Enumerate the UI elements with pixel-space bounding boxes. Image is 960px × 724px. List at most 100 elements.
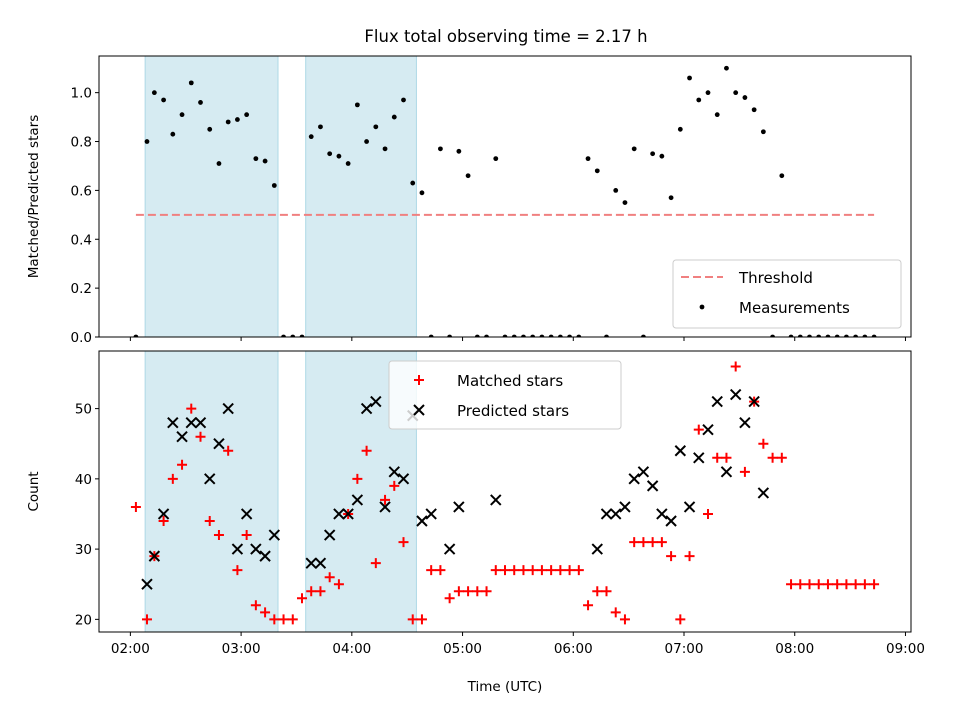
predicted-point xyxy=(185,416,197,429)
matched-point xyxy=(352,473,363,484)
measurement-point xyxy=(530,334,536,337)
matched-point xyxy=(204,516,215,527)
predicted-point xyxy=(333,508,345,520)
predicted-point xyxy=(305,557,317,569)
predicted-point xyxy=(453,501,465,513)
predicted-point xyxy=(425,508,437,520)
measurement-point xyxy=(521,334,526,337)
matched-point xyxy=(758,438,769,449)
predicted-point xyxy=(397,473,410,485)
x-tick-label: 07:00 xyxy=(665,641,704,657)
measurement-point xyxy=(548,334,554,337)
measurement-point xyxy=(299,334,305,337)
matched-point xyxy=(564,565,575,576)
predicted-point xyxy=(443,543,456,555)
measurement-point xyxy=(696,97,702,103)
measurement-point xyxy=(585,156,591,162)
chart-title: Flux total observing time = 2.17 h xyxy=(364,27,647,46)
predicted-point xyxy=(693,452,705,464)
predicted-point xyxy=(259,550,271,562)
matched-point xyxy=(592,586,603,597)
legend-measurements-swatch xyxy=(699,304,705,310)
matched-point xyxy=(260,607,271,618)
matched-point xyxy=(370,558,381,569)
top-panel-ratio: 0.0 0.2 0.4 0.6 0.8 1.0 Matched/Predicted star… xyxy=(26,55,912,346)
matched-point xyxy=(869,579,880,590)
matched-point xyxy=(546,565,557,576)
predicted-point xyxy=(610,508,622,520)
predicted-point xyxy=(240,508,253,520)
matched-point xyxy=(435,565,446,576)
matched-point xyxy=(130,501,141,512)
measurement-point xyxy=(613,187,619,193)
matched-point xyxy=(583,600,594,611)
matched-point xyxy=(795,579,806,590)
shaded-interval-1 xyxy=(144,350,279,633)
measurement-point xyxy=(179,112,185,118)
predicted-point xyxy=(628,473,640,485)
predicted-point xyxy=(388,466,400,478)
measurement-point xyxy=(705,90,711,96)
measurement-point xyxy=(770,334,775,337)
matched-point xyxy=(555,565,566,576)
measurement-point xyxy=(539,334,545,337)
measurement-point xyxy=(253,156,259,162)
y-tick-label: 30 xyxy=(75,542,92,558)
legend: Matched stars Predicted stars xyxy=(388,360,622,430)
legend-predicted-swatch xyxy=(413,404,425,416)
measurement-point xyxy=(216,161,222,166)
matched-point xyxy=(693,424,704,435)
measurement-point xyxy=(419,190,425,196)
matched-point xyxy=(813,579,824,590)
axes-frame xyxy=(98,350,912,633)
matched-point xyxy=(195,431,206,442)
legend-threshold-label: Threshold xyxy=(738,269,813,287)
matched-point xyxy=(509,565,520,576)
measurement-point xyxy=(733,90,739,96)
x-tick-label: 09:00 xyxy=(886,641,925,657)
x-tick-label: 08:00 xyxy=(775,641,814,657)
measurement-point xyxy=(198,100,203,105)
predicted-point xyxy=(176,430,188,443)
measurement-point xyxy=(474,334,480,337)
matched-point xyxy=(767,452,778,463)
x-tick-label: 05:00 xyxy=(443,641,482,657)
matched-point xyxy=(232,565,243,576)
predicted-point xyxy=(646,480,659,492)
predicted-point xyxy=(416,515,428,527)
matched-point xyxy=(703,508,713,519)
y-tick-label: 20 xyxy=(75,612,92,628)
predicted-point xyxy=(674,445,687,457)
y-tick-label: 0.2 xyxy=(71,281,92,297)
predicted-point xyxy=(619,501,631,513)
matched-point xyxy=(739,466,750,477)
measurement-point xyxy=(797,334,803,337)
matched-point xyxy=(610,607,621,618)
measurement-point xyxy=(677,126,683,132)
matched-point xyxy=(389,480,400,491)
measurement-point xyxy=(576,334,582,337)
measurement-point xyxy=(631,146,637,152)
measurement-point xyxy=(456,148,462,154)
predicted-point xyxy=(194,416,207,429)
measurement-point xyxy=(853,334,859,337)
predicted-point xyxy=(637,466,650,478)
measurement-point xyxy=(447,334,453,337)
measurement-point xyxy=(862,334,868,337)
predicted-point xyxy=(314,557,327,569)
y-axis-label: Count xyxy=(26,471,42,511)
measurement-point xyxy=(844,334,849,337)
measurement-point xyxy=(687,75,692,81)
legend-matched-swatch xyxy=(414,375,424,385)
matched-point xyxy=(601,586,612,597)
predicted-point xyxy=(222,402,234,415)
matched-point xyxy=(472,586,483,597)
measurement-point xyxy=(502,334,508,337)
predicted-point xyxy=(141,578,153,590)
predicted-point xyxy=(729,388,742,401)
matched-point xyxy=(786,579,797,590)
matched-point xyxy=(832,579,843,590)
predicted-point xyxy=(702,423,714,436)
